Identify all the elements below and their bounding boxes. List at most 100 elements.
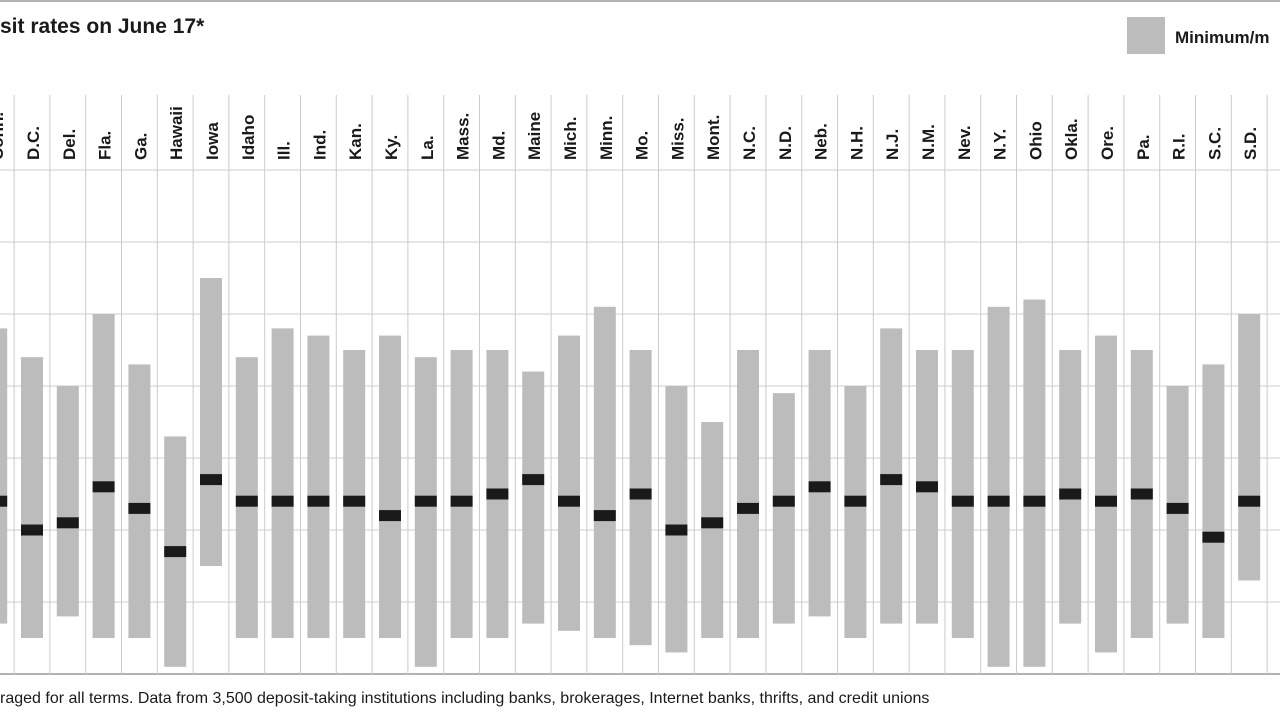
average-marker [56,517,79,529]
column-label: Mich. [561,117,580,160]
range-bar [450,350,473,638]
range-bar [558,335,580,631]
column-label: La. [418,135,437,160]
column-label: S.D. [1241,127,1260,160]
average-marker [1059,488,1082,500]
column-label: Maine [525,112,544,160]
column-label: Ohio [1026,121,1045,160]
column-label: Iowa [203,122,222,160]
column-label: N.M. [919,124,938,160]
column-label: Del. [60,129,79,160]
column-label: N.H. [847,126,866,160]
average-marker [916,481,938,493]
range-bar [271,328,294,638]
range-bar [701,422,724,638]
column-label: Okla. [1062,118,1081,160]
range-bar [21,357,43,638]
range-bar [522,371,545,624]
range-bar [665,386,688,653]
average-marker [307,495,330,507]
average-marker [522,474,545,486]
range-bar [1023,299,1046,667]
average-marker [772,495,795,507]
average-marker [379,510,401,522]
average-marker [593,510,616,522]
average-marker [450,495,473,507]
average-marker [880,474,903,486]
average-marker [808,481,831,493]
range-bar [593,306,616,638]
column-label: Pa. [1134,134,1153,160]
average-marker [486,488,509,500]
average-marker [1130,488,1153,500]
range-bar [1059,350,1082,624]
average-marker [558,495,580,507]
range-bar [128,364,151,638]
column-label: Mass. [454,113,473,160]
average-marker [128,502,151,514]
average-marker [92,481,115,493]
average-marker [200,474,222,486]
column-label: Fla. [96,131,115,160]
range-bar [987,306,1010,667]
average-marker [844,495,867,507]
average-marker [1202,531,1225,543]
average-marker [21,524,43,536]
average-marker [737,502,759,514]
column-label: Idaho [239,115,258,160]
column-label: Minn. [597,116,616,160]
average-marker [271,495,294,507]
average-marker [1166,502,1189,514]
legend-swatch [1127,17,1165,54]
range-bar [951,350,974,638]
range-bar [772,393,795,624]
column-label: D.C. [24,126,43,160]
footnote: raged for all terms. Data from 3,500 dep… [0,690,929,707]
column-label: Neb. [812,123,831,160]
range-bar [1238,314,1261,581]
average-marker [665,524,688,536]
column-label: N.D. [776,126,795,160]
range-bar [343,350,366,638]
column-label: Mo. [633,131,652,160]
range-bar [1202,364,1225,638]
column-label: Nev. [955,125,974,160]
column-label: N.J. [883,129,902,160]
average-marker [164,546,187,558]
range-bar [92,314,115,638]
column-label: Hawaii [167,106,186,160]
column-label: Ill. [275,141,294,160]
range-bar [56,386,79,617]
chart-title: sit rates on June 17* [0,15,205,38]
average-marker [1095,495,1117,507]
column-label: Conn. [0,112,7,160]
average-marker [629,488,652,500]
range-bar [737,350,759,638]
average-marker [414,495,437,507]
column-label: N.C. [740,126,759,160]
column-label: S.C. [1205,127,1224,160]
column-label: Ga. [131,133,150,160]
column-label: N.Y. [991,129,1010,160]
average-marker [343,495,366,507]
column-label: Mont. [704,115,723,160]
average-marker [0,495,8,507]
average-marker [701,517,724,529]
column-label: Ind. [310,130,329,160]
column-label: R.I. [1170,134,1189,160]
column-label: Miss. [668,117,687,160]
range-bar [379,335,401,638]
average-marker [1023,495,1046,507]
legend-label: Minimum/m [1175,28,1269,47]
column-label: Ky. [382,135,401,160]
column-label: Ore. [1098,126,1117,160]
average-marker [987,495,1010,507]
range-bar [200,278,222,566]
range-bar [1095,335,1117,653]
range-bar [414,357,437,667]
average-marker [951,495,974,507]
average-marker [235,495,258,507]
range-bar [844,386,867,638]
